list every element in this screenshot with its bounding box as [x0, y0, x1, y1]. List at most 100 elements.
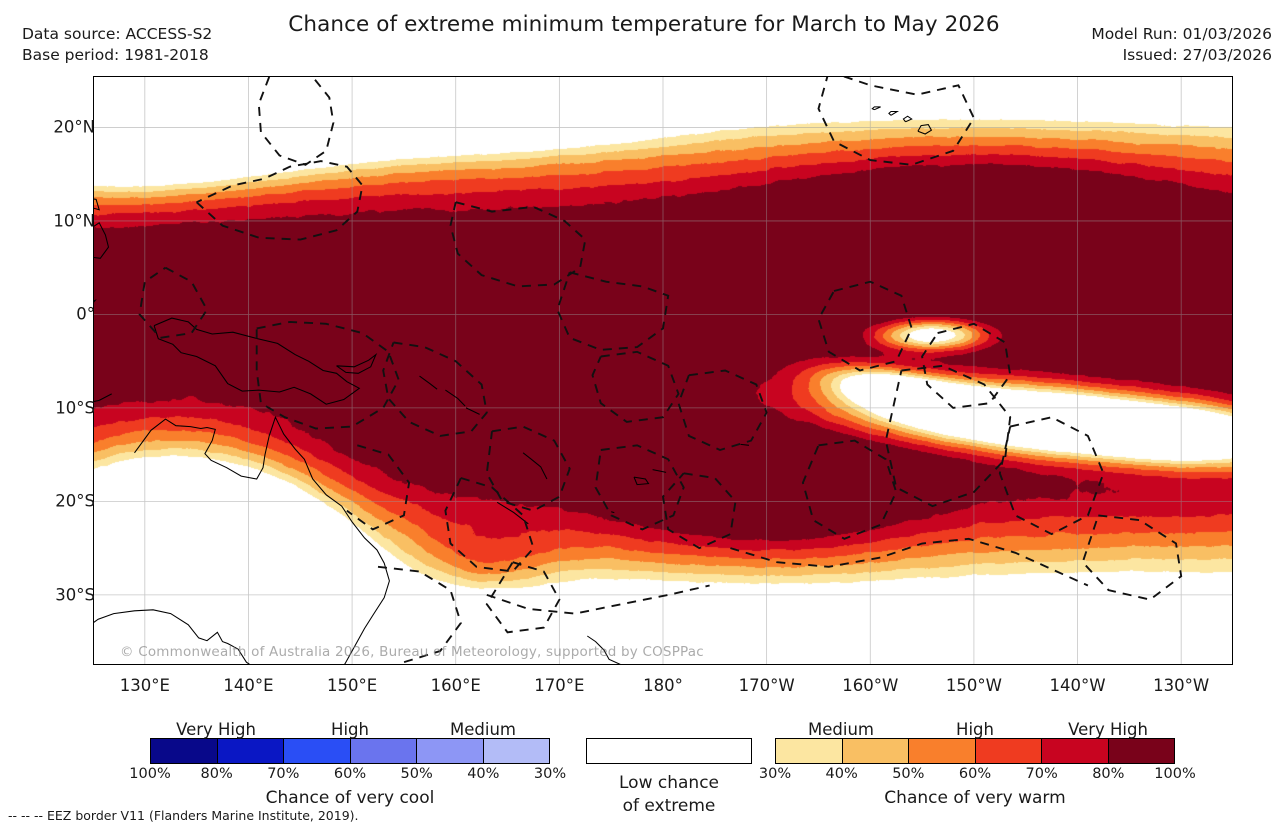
legend-warm-tick-6: 100% [1154, 766, 1196, 782]
eez-border-2 [449, 201, 587, 288]
colorbar-swatch-1 [842, 739, 909, 763]
colorbar-swatch-5 [1108, 739, 1174, 763]
eez-border-7 [444, 477, 535, 573]
eez-border-5 [255, 320, 400, 430]
coastline-20 [871, 106, 881, 111]
coastline-25 [496, 501, 529, 525]
coastline-0 [93, 415, 390, 665]
lon-tick-5: 180° [643, 676, 683, 695]
map-gridlines [93, 76, 1233, 665]
coastline-3 [336, 352, 378, 374]
coastline-21 [419, 375, 438, 390]
coastline-2 [153, 317, 361, 405]
header-left-block: Data source: ACCESS-S2 Base period: 1981… [22, 24, 212, 66]
eez-border-24 [486, 584, 710, 615]
colorbar-warm-title: Chance of very warm [884, 788, 1066, 808]
eez-border-3 [556, 271, 670, 351]
eez-border-11 [801, 439, 898, 540]
coastline-30 [611, 511, 615, 514]
lat-tick-2: 0° [76, 304, 95, 324]
coastline-26 [633, 476, 650, 486]
colorbar-swatch-3 [350, 739, 417, 763]
low-chance-label: Low chance of extreme [619, 772, 719, 818]
model-run-label: Model Run: 01/03/2026 [1091, 25, 1272, 43]
legend-cool-category-0: Very High [176, 720, 256, 739]
eez-border-18 [485, 561, 561, 634]
eez-border-23 [730, 537, 1089, 587]
eez-border-4 [382, 341, 488, 437]
coastline-layer [93, 106, 933, 665]
coastline-22 [445, 389, 466, 407]
map-vector-overlay [93, 76, 1233, 665]
colorbar-very-cool[interactable] [150, 738, 550, 764]
eez-border-10 [677, 369, 768, 452]
coastline-10 [93, 393, 112, 403]
legend-warm-tick-5: 80% [1092, 766, 1125, 782]
colorbar-cool-title: Chance of very cool [265, 788, 435, 808]
colorbar-swatch-4 [1042, 739, 1109, 763]
eez-border-16 [1081, 514, 1183, 601]
colorbar-swatch-2 [284, 739, 351, 763]
lon-tick-3: 160°E [430, 676, 481, 695]
eez-border-1 [195, 160, 364, 241]
eez-border-12 [884, 364, 1012, 508]
legend-warm-tick-4: 70% [1025, 766, 1058, 782]
eez-border-14 [817, 280, 913, 372]
legend-warm-tick-2: 50% [892, 766, 925, 782]
lat-tick-5: 30°S [55, 585, 95, 605]
eez-border-8 [594, 444, 685, 531]
legend-warm-tick-1: 40% [825, 766, 858, 782]
legend-cool-tick-3: 60% [333, 766, 367, 782]
coastline-17 [917, 124, 933, 135]
legend-warm-tick-0: 30% [758, 766, 792, 782]
colorbar-swatch-0 [151, 739, 218, 763]
eez-footnote: -- -- -- EEZ border V11 (Flanders Marine… [8, 808, 359, 823]
coastline-29 [740, 443, 750, 446]
legend-warm-category-2: Very High [1068, 720, 1148, 739]
legend-cool-tick-5: 40% [467, 766, 500, 782]
lon-tick-9: 140°W [1049, 676, 1106, 695]
colorbar-swatch-0 [776, 739, 843, 763]
eez-border-22 [346, 444, 411, 531]
lon-tick-2: 150°E [326, 676, 378, 695]
legend-cool-tick-6: 30% [533, 766, 567, 782]
colorbar-swatch-1 [217, 739, 284, 763]
eez-border-21 [138, 266, 209, 339]
base-period-label: Base period: 1981-2018 [22, 46, 209, 64]
eez-border-layer [138, 76, 1183, 664]
eez-border-13 [998, 416, 1105, 536]
coastline-12 [93, 222, 110, 259]
lat-tick-3: 10°S [55, 398, 95, 418]
coastline-24 [522, 452, 548, 480]
lat-tick-4: 20°S [55, 491, 95, 511]
legend-cool-category-1: High [331, 720, 369, 739]
lon-tick-4: 170°E [534, 676, 585, 695]
colorbar-swatch-2 [909, 739, 976, 763]
legend-warm-category-1: High [956, 720, 994, 739]
coastline-23 [465, 407, 480, 415]
colorbar-swatch-4 [417, 739, 484, 763]
colorbar-low-chance[interactable] [586, 738, 752, 764]
eez-border-20 [817, 76, 975, 166]
lon-tick-8: 150°W [945, 676, 1002, 695]
eez-border-17 [377, 565, 462, 664]
coastline-28 [587, 635, 623, 665]
eez-border-15 [921, 322, 1012, 409]
low-chance-line2: of extreme [622, 796, 716, 816]
page-title: Chance of extreme minimum temperature fo… [288, 12, 1000, 37]
legend-cool-tick-2: 70% [267, 766, 300, 782]
lon-tick-1: 140°E [223, 676, 274, 695]
eez-border-0 [257, 76, 335, 166]
lon-tick-10: 130°W [1153, 676, 1210, 695]
eez-border-19 [661, 472, 737, 550]
coastline-19 [888, 110, 900, 116]
data-source-label: Data source: ACCESS-S2 [22, 25, 213, 43]
legend-cool-category-2: Medium [450, 720, 516, 739]
map-plot-area[interactable]: © Commonwealth of Australia 2026, Bureau… [93, 76, 1233, 665]
issued-label: Issued: 27/03/2026 [1122, 46, 1272, 64]
coastline-14 [93, 198, 100, 211]
lon-tick-0: 130°E [119, 676, 170, 695]
legend-warm-category-0: Medium [808, 720, 874, 739]
colorbar-very-warm[interactable] [775, 738, 1175, 764]
coastline-27 [652, 469, 667, 473]
